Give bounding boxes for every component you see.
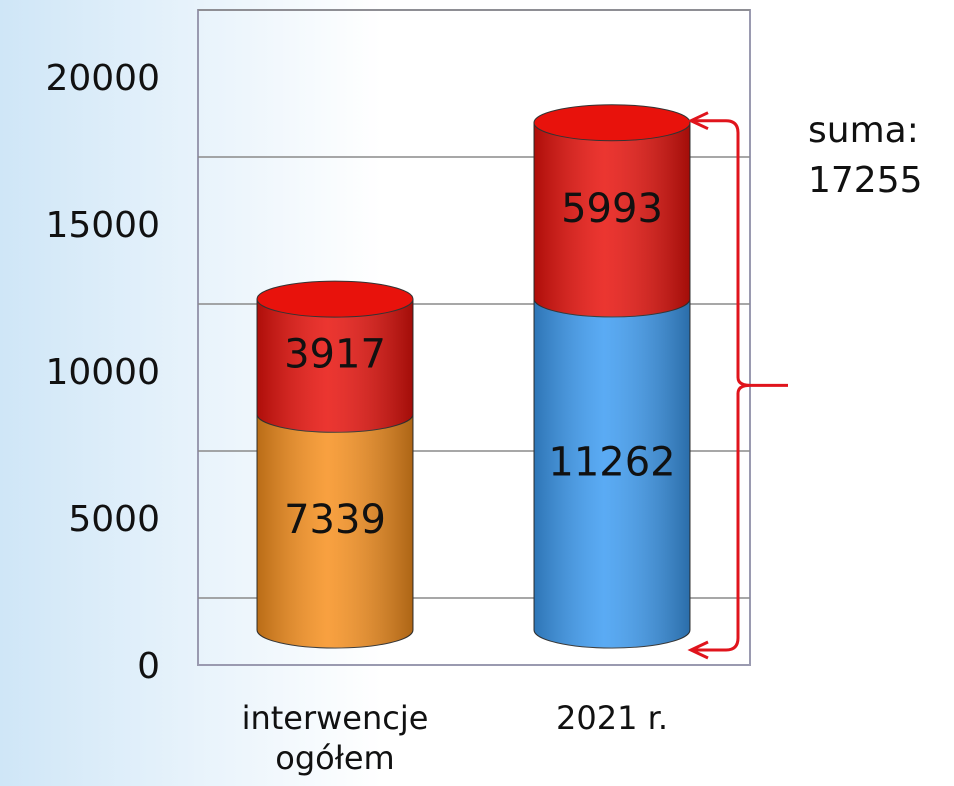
annotation-value: 17255: [808, 160, 923, 201]
y-tick-label: 0: [137, 646, 160, 687]
y-tick-label: 5000: [68, 499, 160, 540]
cylinder-top: [256, 280, 414, 318]
y-tick-label: 10000: [45, 352, 160, 393]
annotation: suma:: [808, 110, 919, 151]
value-label: 7339: [284, 497, 386, 543]
y-tick-label: 15000: [45, 205, 160, 246]
bracket: [693, 119, 788, 652]
value-label: 3917: [284, 332, 386, 378]
y-tick-label: 20000: [45, 58, 160, 99]
cylinder-shade: [534, 122, 690, 317]
cylinder-shade: [257, 299, 413, 433]
cylinder-shade: [534, 298, 690, 648]
arrow-head: [687, 640, 709, 660]
x-tick-label: interwencje ogółem: [241, 699, 429, 777]
x-tick-label: 2021 r.: [556, 699, 668, 737]
bar-segment: [533, 104, 691, 318]
arrow-head: [687, 111, 709, 131]
value-label: 11262: [548, 439, 675, 485]
cylinder-shade: [257, 414, 413, 648]
value-label: 5993: [561, 186, 663, 232]
bar-segment: [256, 280, 414, 433]
bar-segment: [533, 298, 691, 649]
cylinder-top: [533, 104, 691, 142]
bar-segment: [256, 413, 414, 649]
